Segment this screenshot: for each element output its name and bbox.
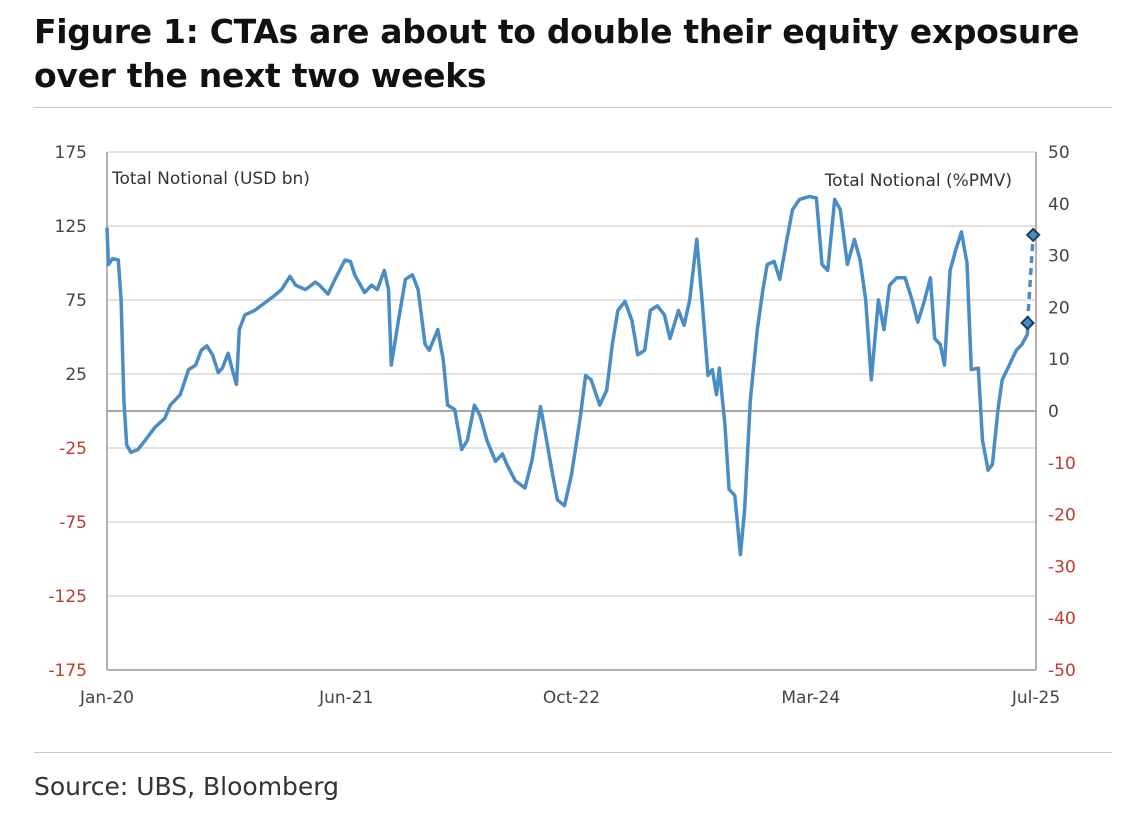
left-axis-label: Total Notional (USD bn) xyxy=(111,169,310,189)
bottom-divider xyxy=(34,752,1112,753)
right-tick-label: -50 xyxy=(1048,661,1076,681)
right-tick-label: 10 xyxy=(1048,350,1070,370)
right-tick-label: 0 xyxy=(1048,402,1059,422)
projection-line xyxy=(1025,234,1035,324)
left-tick-label: 75 xyxy=(65,291,87,311)
left-tick-label: -75 xyxy=(59,513,87,533)
right-tick-label: 50 xyxy=(1048,143,1070,163)
left-tick-label: -125 xyxy=(48,587,87,607)
right-tick-label: 20 xyxy=(1048,298,1070,318)
x-tick-label: Oct-22 xyxy=(543,688,600,708)
right-tick-label: 40 xyxy=(1048,195,1070,215)
chart-title: Figure 1: CTAs are about to double their… xyxy=(34,12,1080,95)
right-tick-label: -40 xyxy=(1048,609,1076,629)
projection-marker xyxy=(1025,227,1041,243)
right-tick-label: 30 xyxy=(1048,247,1070,267)
series-line xyxy=(105,194,1030,557)
left-tick-label: -25 xyxy=(59,439,87,459)
left-tick-label: 25 xyxy=(65,365,87,385)
x-tick-label: Mar-24 xyxy=(781,688,840,708)
right-tick-label: -20 xyxy=(1048,506,1076,526)
x-tick-label: Jan-20 xyxy=(79,688,134,708)
right-axis-label: Total Notional (%PMV) xyxy=(824,171,1012,191)
top-divider xyxy=(34,107,1112,108)
left-tick-label: 125 xyxy=(55,217,87,237)
left-tick-label: 175 xyxy=(55,143,87,163)
right-tick-label: -10 xyxy=(1048,454,1076,474)
left-tick-label: -175 xyxy=(48,661,87,681)
x-tick-label: Jul-25 xyxy=(1011,688,1060,708)
source-note: Source: UBS, Bloomberg xyxy=(34,772,340,801)
projection-marker xyxy=(1020,315,1035,331)
x-tick-label: Jun-21 xyxy=(318,688,373,708)
right-tick-label: -30 xyxy=(1048,557,1076,577)
